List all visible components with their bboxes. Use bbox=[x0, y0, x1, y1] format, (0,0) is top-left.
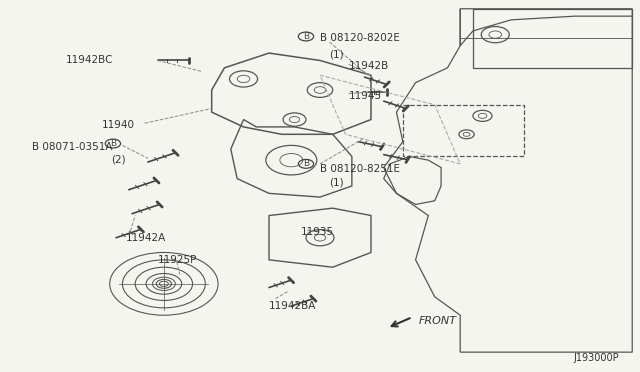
Text: B 08120-8202E: B 08120-8202E bbox=[320, 33, 400, 43]
Text: (1): (1) bbox=[330, 177, 344, 187]
Text: J193000P: J193000P bbox=[574, 353, 620, 363]
Text: B: B bbox=[303, 32, 309, 41]
Text: 11935: 11935 bbox=[301, 227, 334, 237]
Text: B: B bbox=[303, 159, 309, 169]
Text: 11942BC: 11942BC bbox=[65, 55, 113, 65]
Text: FRONT: FRONT bbox=[419, 316, 457, 326]
Text: 11925P: 11925P bbox=[157, 255, 197, 265]
Text: B: B bbox=[110, 139, 116, 148]
Text: 11942A: 11942A bbox=[125, 233, 166, 243]
Text: 11940: 11940 bbox=[102, 120, 135, 130]
Text: (1): (1) bbox=[330, 50, 344, 60]
Text: 11942BA: 11942BA bbox=[269, 301, 316, 311]
Text: (2): (2) bbox=[111, 154, 125, 164]
Text: B 08120-8251E: B 08120-8251E bbox=[320, 164, 400, 174]
Text: 11942B: 11942B bbox=[349, 61, 389, 71]
Text: B 08071-0351A: B 08071-0351A bbox=[33, 142, 113, 152]
Text: 11945: 11945 bbox=[349, 90, 382, 100]
